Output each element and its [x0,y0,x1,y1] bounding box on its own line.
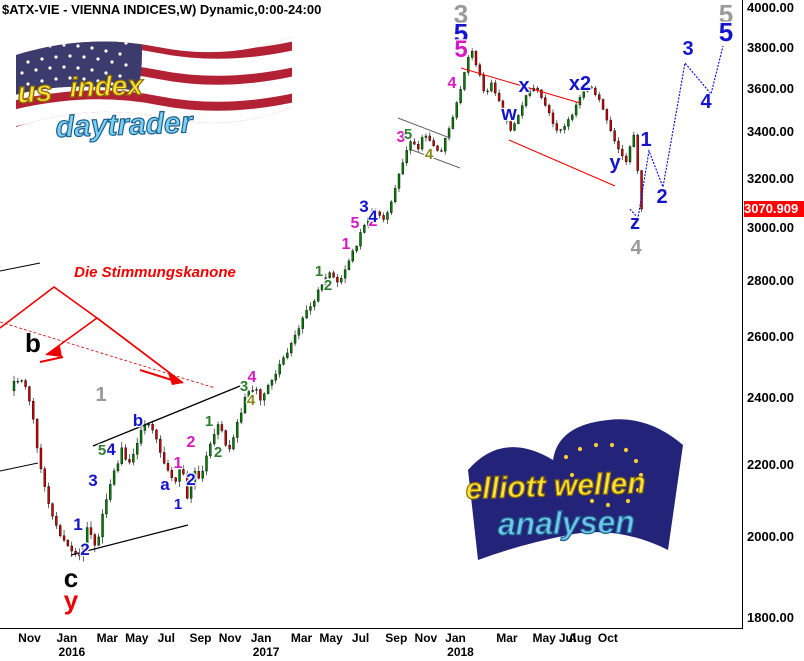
svg-text:analysen: analysen [497,504,635,542]
svg-text:daytrader: daytrader [55,106,195,144]
svg-text:elliott wellen: elliott wellen [465,467,646,506]
svg-text:index: index [69,69,145,103]
svg-text:us: us [16,75,53,110]
